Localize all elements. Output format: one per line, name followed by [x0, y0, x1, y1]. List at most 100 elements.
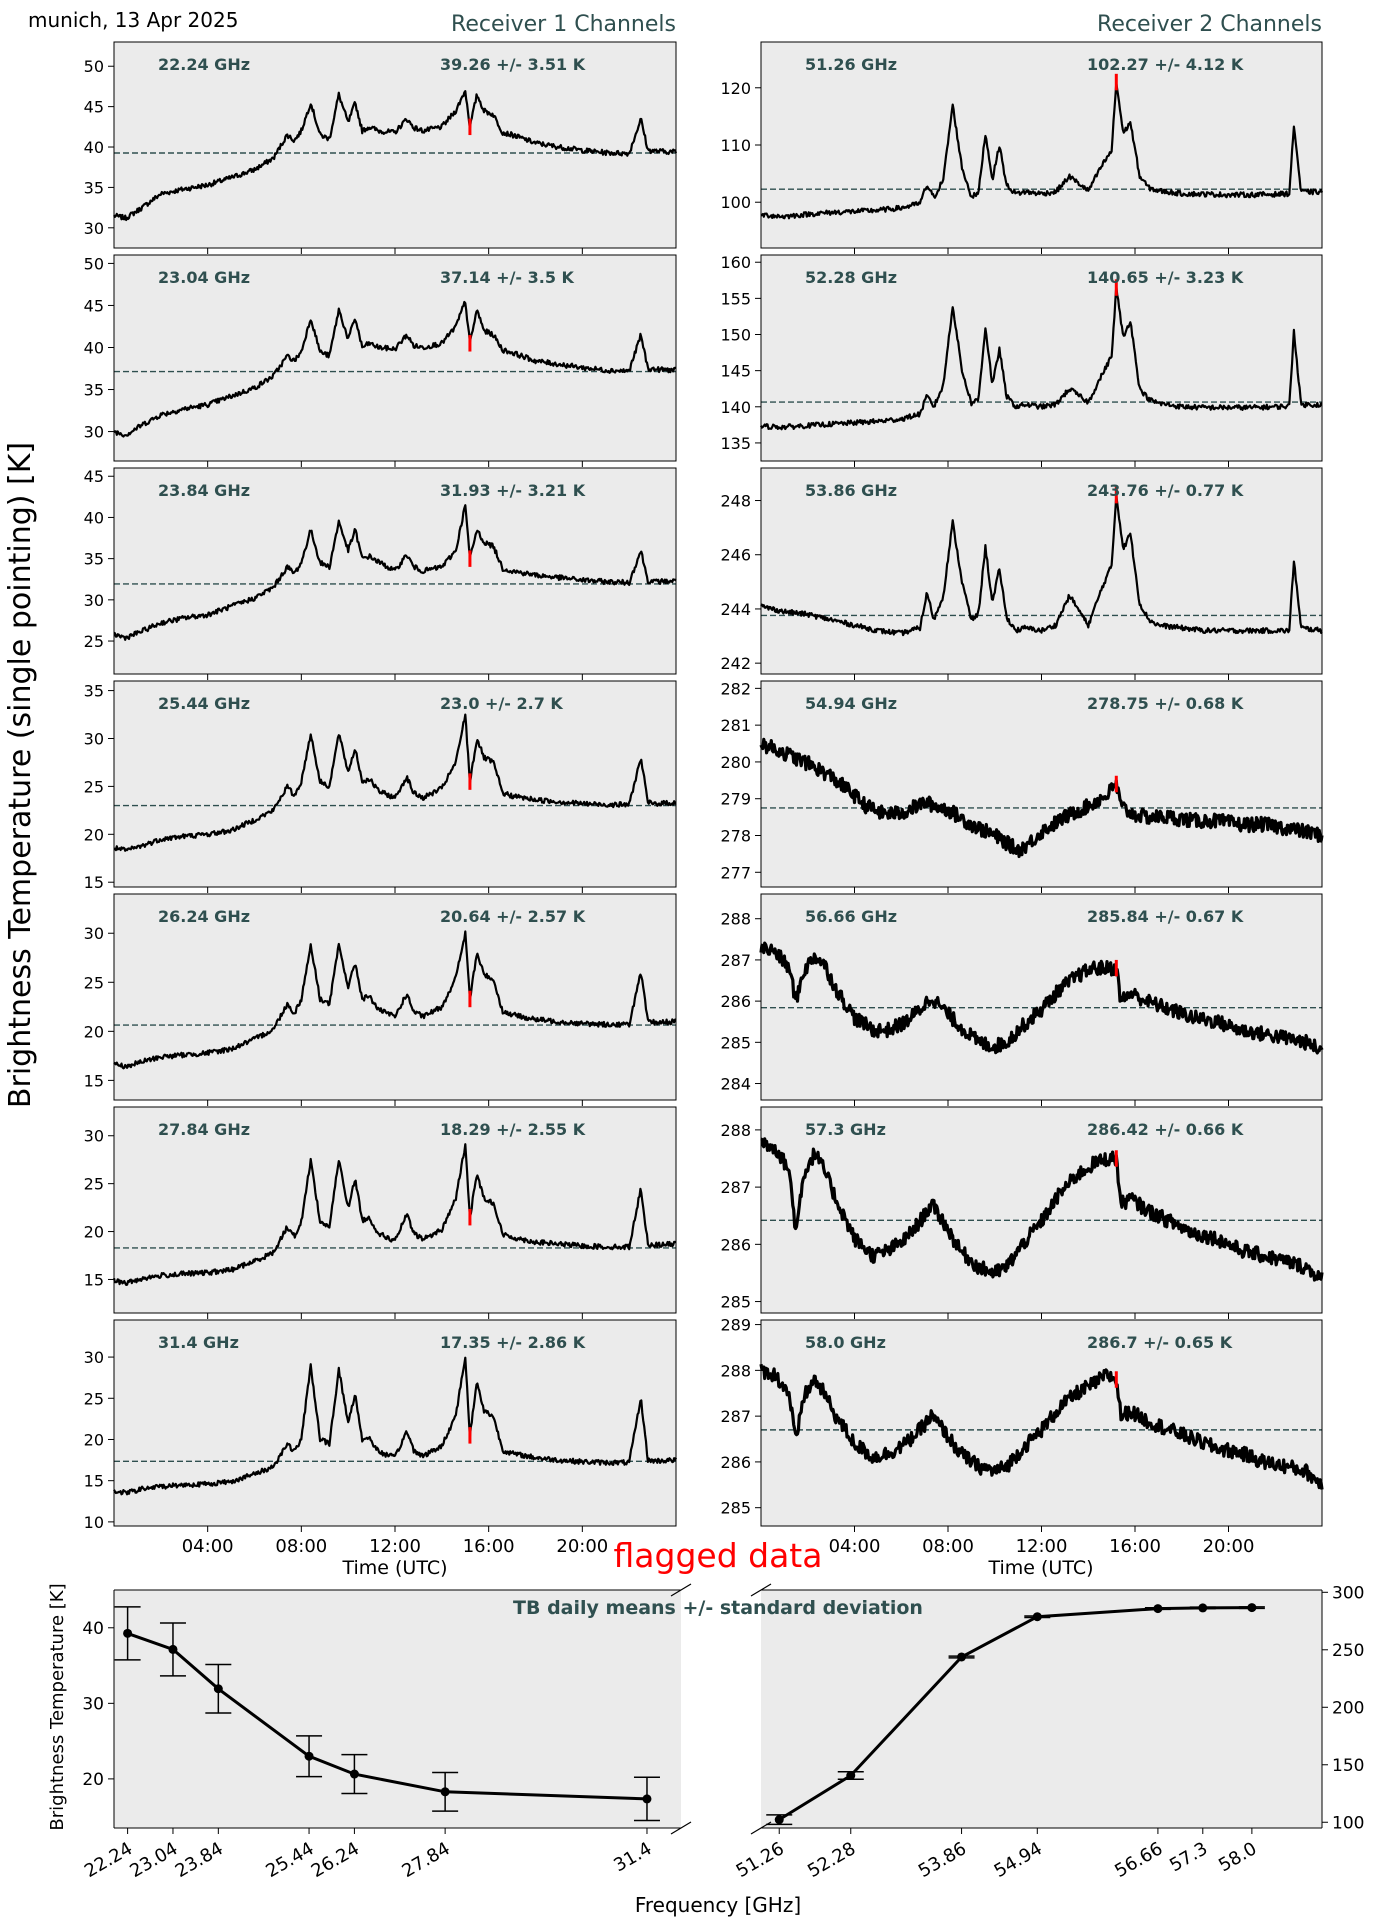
frequency-label: 27.84 GHz [158, 1120, 250, 1139]
freq-tick-label: 56.66 [1111, 1838, 1166, 1882]
y-tick-label: 110 [720, 136, 751, 155]
stats-label: 31.93 +/- 3.21 K [440, 481, 586, 500]
stats-label: 102.27 +/- 4.12 K [1087, 55, 1244, 74]
y-tick-label: 284 [720, 1075, 751, 1094]
mean-point [1247, 1603, 1257, 1613]
summary-y-tick-label: 300 [1332, 1583, 1364, 1603]
y-tick-label: 20 [84, 1430, 104, 1449]
main-ylabel: Brightness Temperature (single pointing)… [3, 442, 38, 1108]
stats-label: 286.7 +/- 0.65 K [1087, 1333, 1233, 1352]
frequency-label: 51.26 GHz [805, 55, 897, 74]
summary-title: TB daily means +/- standard deviation [513, 1597, 923, 1619]
panel-314: 10 15 20 25 30 31.4 GHz 17.35 +/- 2.86 K 04:00 0… [84, 1319, 678, 1557]
frequency-label: 54.94 GHz [805, 694, 897, 713]
y-tick-label: 15 [84, 873, 104, 892]
y-tick-label: 45 [84, 467, 104, 486]
stats-label: 20.64 +/- 2.57 K [440, 907, 586, 926]
y-tick-label: 286 [720, 1235, 751, 1254]
panel-background [761, 1107, 1322, 1313]
panel-5494: 277 278 279 280 281 282 54.94 GHz 278.75 +/- 0.… [720, 679, 1324, 893]
panel-background [114, 255, 676, 461]
panel-2544: 15 20 25 30 35 25.44 GHz 23.0 +/- 2.7 K [84, 680, 677, 893]
panel-580: 285 286 287 288 289 58.0 GHz 286.7 +/- 0.65 K 0… [720, 1316, 1324, 1557]
summary-y-tick-label: 200 [1332, 1698, 1364, 1718]
y-tick-label: 20 [84, 825, 104, 844]
y-tick-label: 25 [84, 1175, 104, 1194]
x-tick-label: 12:00 [1016, 1536, 1068, 1557]
y-tick-label: 280 [720, 753, 751, 772]
panel-background [114, 894, 676, 1100]
panel-frame [113, 41, 677, 249]
panel-frame [760, 680, 1323, 888]
panel-2384: 25 30 35 40 45 23.84 GHz 31.93 +/- 3.21 K [84, 467, 677, 680]
x-tick-label: 16:00 [463, 1536, 515, 1557]
brightness-trace [760, 81, 1324, 220]
mean-point [168, 1644, 178, 1654]
brightness-trace [113, 1356, 678, 1496]
y-tick-label: 20 [84, 1022, 104, 1041]
y-tick-label: 244 [720, 600, 751, 619]
y-tick-label: 160 [720, 253, 751, 272]
panel-5228: 135 140 145 150 155 160 52.28 GHz 140.65 +/- 3.… [720, 253, 1323, 467]
y-tick-label: 287 [720, 1178, 751, 1197]
summary-y-tick-label: 20 [82, 1770, 104, 1790]
stats-label: 37.14 +/- 3.5 K [440, 268, 575, 287]
stats-label: 23.0 +/- 2.7 K [440, 694, 563, 713]
y-tick-label: 25 [84, 973, 104, 992]
panel-frame [113, 1106, 677, 1314]
frequency-label: 52.28 GHz [805, 268, 897, 287]
y-tick-label: 286 [720, 992, 751, 1011]
brightness-trace [759, 737, 1324, 859]
x-tick-label: 20:00 [556, 1536, 608, 1557]
y-tick-label: 50 [84, 57, 104, 76]
mean-point [123, 1628, 133, 1638]
y-tick-label: 45 [84, 296, 104, 315]
y-tick-label: 45 [84, 98, 104, 117]
y-tick-label: 140 [720, 398, 751, 417]
y-tick-label: 120 [720, 79, 751, 98]
y-tick-label: 35 [84, 178, 104, 197]
freq-tick-label: 23.84 [172, 1838, 227, 1882]
y-tick-label: 15 [84, 1472, 104, 1491]
panel-frame [113, 254, 677, 462]
x-tick-label: 08:00 [275, 1536, 327, 1557]
freq-tick-label: 52.28 [804, 1838, 859, 1882]
mean-point [1032, 1612, 1042, 1622]
y-tick-label: 145 [720, 362, 751, 381]
y-tick-label: 35 [84, 550, 104, 569]
y-tick-label: 246 [720, 546, 751, 565]
y-tick-label: 279 [720, 790, 751, 809]
panel-frame [760, 893, 1323, 1101]
y-tick-label: 287 [720, 1407, 751, 1426]
y-tick-label: 15 [84, 1270, 104, 1289]
panel-frame [113, 893, 677, 1101]
y-tick-label: 287 [720, 951, 751, 970]
summary-y-tick-label: 100 [1332, 1813, 1364, 1833]
brightness-trace [760, 284, 1323, 431]
stats-label: 286.42 +/- 0.66 K [1087, 1120, 1244, 1139]
stats-label: 39.26 +/- 3.51 K [440, 55, 586, 74]
freq-tick-label: 22.24 [81, 1838, 136, 1882]
y-tick-label: 282 [720, 679, 751, 698]
frequency-label: 53.86 GHz [805, 481, 897, 500]
y-tick-label: 277 [720, 863, 751, 882]
frequency-label: 22.24 GHz [158, 55, 250, 74]
y-tick-label: 15 [84, 1071, 104, 1090]
panel-frame [113, 680, 677, 888]
location-date: munich, 13 Apr 2025 [28, 8, 238, 32]
frequency-label: 56.66 GHz [805, 907, 897, 926]
brightness-trace [113, 504, 677, 641]
brightness-trace [113, 300, 677, 438]
freq-tick-label: 57.3 [1166, 1838, 1211, 1876]
brightness-trace [113, 930, 677, 1070]
frequency-label: 23.04 GHz [158, 268, 250, 287]
y-tick-label: 288 [720, 1361, 751, 1380]
summary-y-tick-label: 250 [1332, 1641, 1364, 1661]
x-tick-label: 20:00 [1203, 1536, 1255, 1557]
freq-tick-label: 23.04 [126, 1838, 181, 1882]
y-tick-label: 281 [720, 716, 751, 735]
flagged-data-label: flagged data [614, 1536, 823, 1575]
y-tick-label: 25 [84, 777, 104, 796]
frequency-label: 57.3 GHz [805, 1120, 886, 1139]
